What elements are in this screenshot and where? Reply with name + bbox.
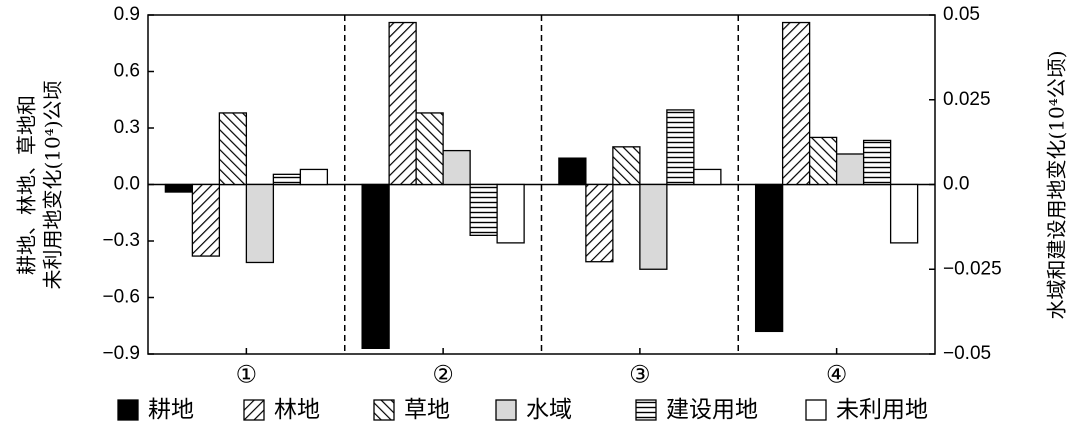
x-tick-label: ① xyxy=(236,361,258,389)
legend-swatch xyxy=(243,399,265,421)
bar xyxy=(415,112,444,186)
y-axis-label: 耕地、林地、草地和 xyxy=(15,95,39,275)
bar xyxy=(245,183,275,264)
legend-label: 耕地 xyxy=(148,397,194,423)
bar xyxy=(612,146,641,186)
bar xyxy=(693,168,722,186)
bar xyxy=(469,183,498,236)
x-tick-label: ② xyxy=(432,361,454,389)
legend-swatch xyxy=(635,399,657,421)
legend-label: 水域 xyxy=(526,397,572,423)
bar xyxy=(496,183,525,244)
y-tick-label: −0.9 xyxy=(102,343,140,364)
y-axis-label: 未利用地变化(10⁴)公顷 xyxy=(41,80,65,289)
bar xyxy=(835,153,865,186)
y2-tick-label: −0.05 xyxy=(943,343,991,364)
legend-swatch xyxy=(495,399,517,421)
bar xyxy=(754,183,784,333)
y2-tick-label: 0.0 xyxy=(943,174,969,195)
legend-swatch xyxy=(117,399,139,421)
bar xyxy=(781,21,811,186)
bar xyxy=(666,109,695,186)
bar xyxy=(191,183,221,257)
bar xyxy=(585,183,614,263)
legend-swatch xyxy=(805,399,827,421)
y-tick-label: 0.3 xyxy=(114,117,140,138)
y2-tick-label: −0.025 xyxy=(943,258,1002,279)
legend-label: 林地 xyxy=(274,397,320,423)
y-tick-label: −0.6 xyxy=(102,287,140,308)
bar xyxy=(862,139,892,186)
legend-swatch xyxy=(373,399,395,421)
x-tick-label: ③ xyxy=(629,361,651,389)
y2-tick-label: 0.05 xyxy=(943,4,980,25)
legend-label: 建设用地 xyxy=(666,397,758,423)
bar xyxy=(808,136,838,186)
bar xyxy=(442,149,471,186)
y2-tick-label: 0.025 xyxy=(943,89,991,110)
y-tick-label: 0.0 xyxy=(114,174,140,195)
bar xyxy=(889,183,919,244)
bar xyxy=(272,173,302,186)
y-tick-label: 0.6 xyxy=(114,61,140,82)
bar xyxy=(164,183,194,193)
y2-axis-label: 水域和建设用地变化(10⁴公顷) xyxy=(1045,50,1069,319)
x-tick-label: ④ xyxy=(826,361,848,389)
bar xyxy=(639,183,668,270)
bar xyxy=(388,21,417,186)
y-tick-label: 0.9 xyxy=(114,4,140,25)
y-tick-label: −0.3 xyxy=(102,230,140,251)
legend-label: 草地 xyxy=(404,397,450,423)
bar xyxy=(218,112,248,186)
bar xyxy=(558,157,587,186)
legend-label: 未利用地 xyxy=(836,397,928,423)
bar xyxy=(361,183,390,350)
bar xyxy=(299,168,329,186)
